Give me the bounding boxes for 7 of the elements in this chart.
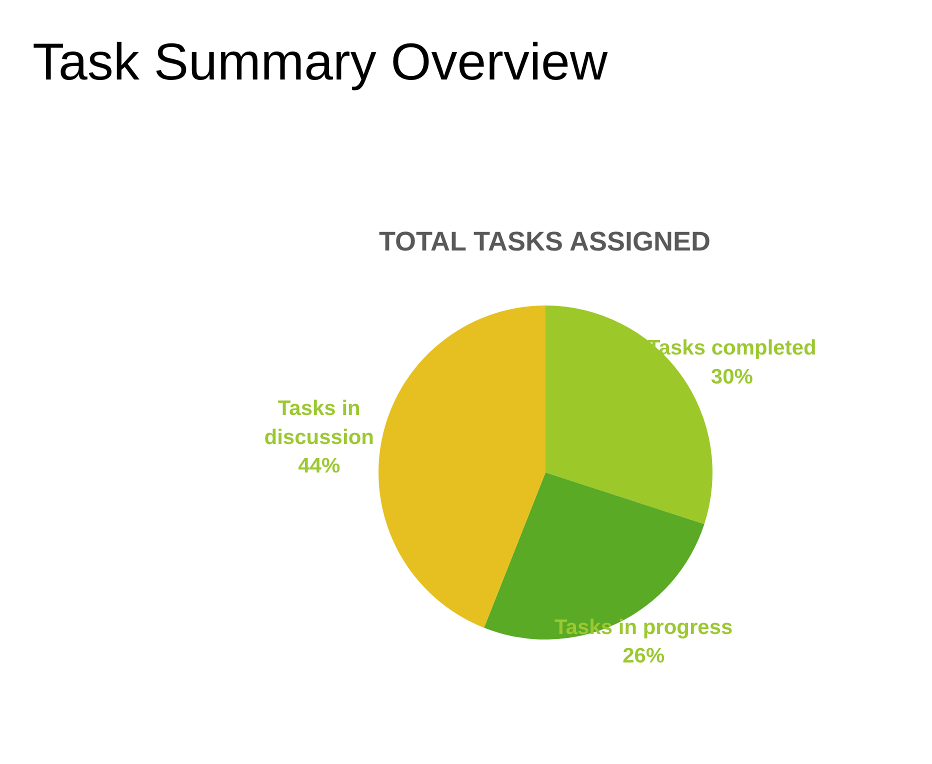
slice-label: Tasks in discussion xyxy=(264,397,374,449)
data-label: 30% xyxy=(710,365,754,388)
chart-subtitle: TOTAL TASKS ASSIGNED xyxy=(378,226,711,256)
data-label: 26% xyxy=(622,644,665,668)
slice-label: Tasks in progress xyxy=(554,616,733,639)
chart-title: Task Summary Overview xyxy=(32,34,608,92)
data-label: 44% xyxy=(298,454,340,478)
